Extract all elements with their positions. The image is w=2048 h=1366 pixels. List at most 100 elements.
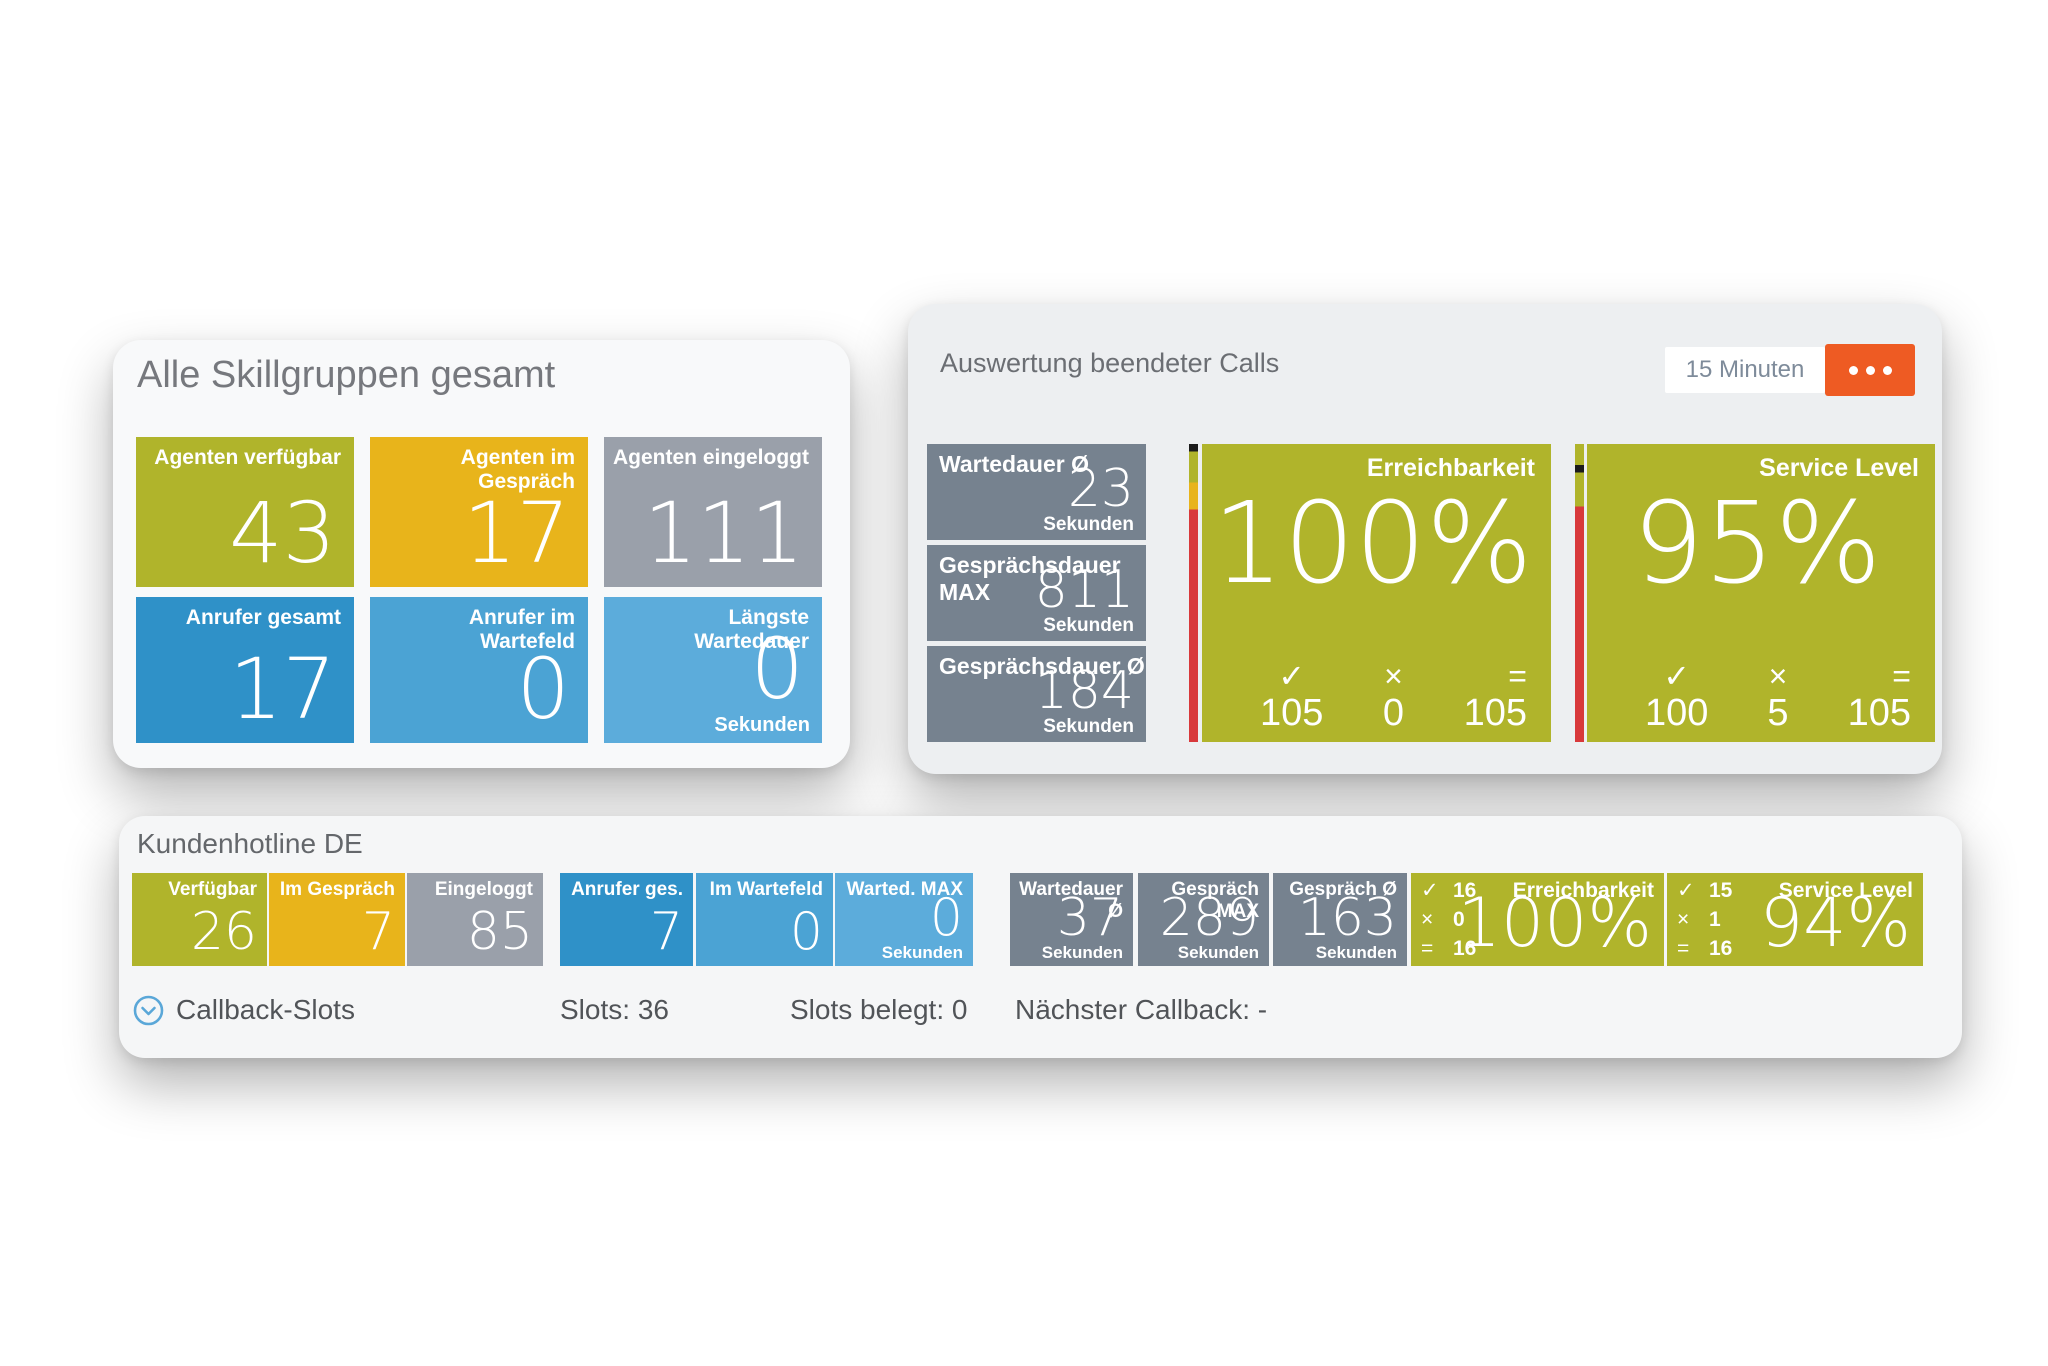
- kpi-tile-service-level: Service Level 95% ✓ 100 × 5 = 105: [1587, 444, 1935, 742]
- tile-gespraechsdauer-avg: Gesprächsdauer Ø 184 Sekunden: [927, 646, 1146, 742]
- kpi-stats: ✓ 16 × 0 = 16: [1421, 880, 1476, 959]
- card-beendete-calls: Auswertung beendeter Calls 15 Minuten Wa…: [908, 304, 1942, 774]
- hotline-tile-strip: Verfügbar 26 Im Gespräch 7 Eingeloggt 85…: [119, 873, 1962, 966]
- tile-im-gespraech: Im Gespräch 7: [269, 873, 405, 966]
- next-callback-value: Nächster Callback: -: [1015, 994, 1268, 1025]
- callback-slots-label: Callback-Slots: [176, 994, 355, 1025]
- cross-icon: ×: [1421, 908, 1434, 931]
- check-icon: ✓: [1663, 658, 1691, 694]
- tile-label: Längste Wartedauer: [694, 606, 809, 653]
- threshold-gauge-service-level: [1575, 444, 1584, 742]
- tile-label: Agenten verfügbar: [154, 446, 341, 469]
- kpi-stats: ✓ 100 × 5 = 105: [1587, 660, 1935, 732]
- stat-ok: ✓ 16: [1421, 879, 1477, 902]
- tile-value: 0: [516, 640, 570, 738]
- tile-unit: Sekunden: [1043, 514, 1134, 535]
- kpi-value: 100%: [1212, 479, 1533, 609]
- stat-total: = 16: [1421, 937, 1477, 960]
- kpi-value: 94%: [1759, 884, 1911, 963]
- duration-tiles: Wartedauer Ø 23 Sekunden Gesprächsdauer …: [927, 444, 1146, 742]
- kpi-value: 95%: [1632, 479, 1882, 609]
- tile-anrufer-ges: Anrufer ges. 7: [560, 873, 693, 966]
- check-icon: ✓: [1421, 879, 1439, 902]
- tile-agenten-verfuegbar: Agenten verfügbar 43: [136, 437, 354, 587]
- callback-slots-toggle[interactable]: Callback-Slots: [133, 994, 355, 1026]
- tile-im-wartefeld: Im Wartefeld 0: [696, 873, 833, 966]
- more-menu-button[interactable]: [1825, 344, 1915, 396]
- tile-label: Gesprächsdauer MAX: [939, 552, 1121, 605]
- equals-icon: =: [1892, 658, 1911, 694]
- equals-icon: =: [1421, 937, 1434, 960]
- tile-agenten-eingeloggt: Agenten eingeloggt 111: [604, 437, 822, 587]
- kpi-stats: ✓ 15 × 1 = 16: [1677, 880, 1732, 959]
- dot-icon: [1882, 365, 1892, 375]
- tile-gespraechsdauer-max: Gesprächsdauer MAX 811 Sekunden: [927, 545, 1146, 641]
- stat-fail: × 1: [1677, 908, 1721, 931]
- tile-label: Anrufer im Wartefeld: [468, 606, 575, 653]
- cross-icon: ×: [1384, 658, 1403, 694]
- tile-value: 23: [1067, 459, 1134, 519]
- kpi-label: Service Level: [1759, 454, 1919, 482]
- tile-unit: Sekunden: [1043, 716, 1134, 737]
- tile-laengste-wartedauer: Längste Wartedauer 0 Sekunden: [604, 597, 822, 743]
- slots-count: Slots: 36: [560, 994, 669, 1025]
- card-skillgroups: Alle Skillgruppen gesamt Agenten verfügb…: [113, 340, 850, 768]
- tile-gespraech-avg: Gespräch Ø 163 Sekunden: [1273, 873, 1407, 966]
- tile-value: 0: [750, 620, 804, 718]
- equals-icon: =: [1508, 658, 1527, 694]
- period-select-button[interactable]: 15 Minuten: [1665, 347, 1825, 393]
- kpi-value: 100%: [1457, 884, 1652, 963]
- cross-icon: ×: [1768, 658, 1788, 694]
- kpi-tile-erreichbarkeit: Erreichbarkeit 100% ✓ 105 × 0 = 105: [1202, 444, 1551, 742]
- tile-label: Gesprächsdauer Ø: [939, 653, 1145, 679]
- tile-anrufer-gesamt: Anrufer gesamt 17: [136, 597, 354, 743]
- card-hotline-title: Kundenhotline DE: [137, 828, 363, 859]
- tile-gespraech-max: Gespräch MAX 289 Sekunden: [1138, 873, 1269, 966]
- card-kundenhotline: Kundenhotline DE Verfügbar 26 Im Gespräc…: [119, 816, 1962, 1058]
- check-icon: ✓: [1278, 658, 1306, 694]
- stat-fail: × 0: [1382, 658, 1405, 734]
- slots-belegt-count: Slots belegt: 0: [790, 994, 968, 1025]
- tile-unit: Sekunden: [714, 714, 810, 736]
- cross-icon: ×: [1677, 908, 1690, 931]
- tile-verfuegbar: Verfügbar 26: [132, 873, 267, 966]
- kpi-label: Erreichbarkeit: [1366, 454, 1535, 482]
- tile-wartedauer-avg: Wartedauer Ø 23 Sekunden: [927, 444, 1146, 540]
- tile-agenten-im-gespraech: Agenten im Gespräch 17: [370, 437, 588, 587]
- tile-label: Agenten eingeloggt: [613, 446, 809, 469]
- stat-fail: × 5: [1767, 658, 1789, 734]
- stat-ok: ✓ 15: [1677, 879, 1733, 902]
- skillgroups-tile-grid: Agenten verfügbar 43 Agenten im Gespräch…: [136, 437, 822, 743]
- tile-label: Anrufer gesamt: [185, 606, 341, 629]
- tile-value: 811: [1034, 560, 1134, 620]
- equals-icon: =: [1677, 937, 1690, 960]
- tile-wartedauer-avg: Wartedauer Ø 37 Sekunden: [1010, 873, 1133, 966]
- stat-ok: ✓ 100: [1645, 658, 1709, 734]
- card-skillgroups-title: Alle Skillgruppen gesamt: [137, 354, 556, 396]
- tile-value: 43: [229, 484, 336, 582]
- stat-ok: ✓ 105: [1260, 658, 1324, 734]
- card-calls-content: Wartedauer Ø 23 Sekunden Gesprächsdauer …: [927, 444, 1935, 742]
- threshold-gauge-erreichbarkeit: [1189, 444, 1198, 742]
- tile-warted-max: Warted. MAX 0 Sekunden: [835, 873, 973, 966]
- callback-row: Callback-Slots Slots: 36 Slots belegt: 0…: [119, 994, 1962, 1034]
- kpi-tile-service-level: ✓ 15 × 1 = 16 Service Level 94%: [1667, 873, 1923, 966]
- check-icon: ✓: [1677, 879, 1695, 902]
- card-calls-title: Auswertung beendeter Calls: [940, 348, 1280, 378]
- dot-icon: [1848, 365, 1858, 375]
- card-calls-controls: 15 Minuten: [1665, 344, 1915, 396]
- kpi-label: Erreichbarkeit: [1512, 879, 1654, 902]
- stat-fail: × 0: [1421, 908, 1465, 931]
- tile-unit: Sekunden: [1043, 615, 1134, 636]
- tile-value: 17: [229, 640, 336, 738]
- tile-anrufer-im-wartefeld: Anrufer im Wartefeld 0: [370, 597, 588, 743]
- kpi-label: Service Level: [1778, 879, 1913, 902]
- tile-value: 184: [1034, 661, 1134, 721]
- dot-icon: [1865, 365, 1875, 375]
- chevron-down-circle-icon: [133, 995, 164, 1025]
- stat-total: = 16: [1677, 937, 1733, 960]
- kpi-stats: ✓ 105 × 0 = 105: [1202, 660, 1551, 732]
- tile-label: Wartedauer Ø: [939, 451, 1089, 477]
- stat-total: = 105: [1463, 658, 1527, 734]
- tile-value: 17: [463, 484, 570, 582]
